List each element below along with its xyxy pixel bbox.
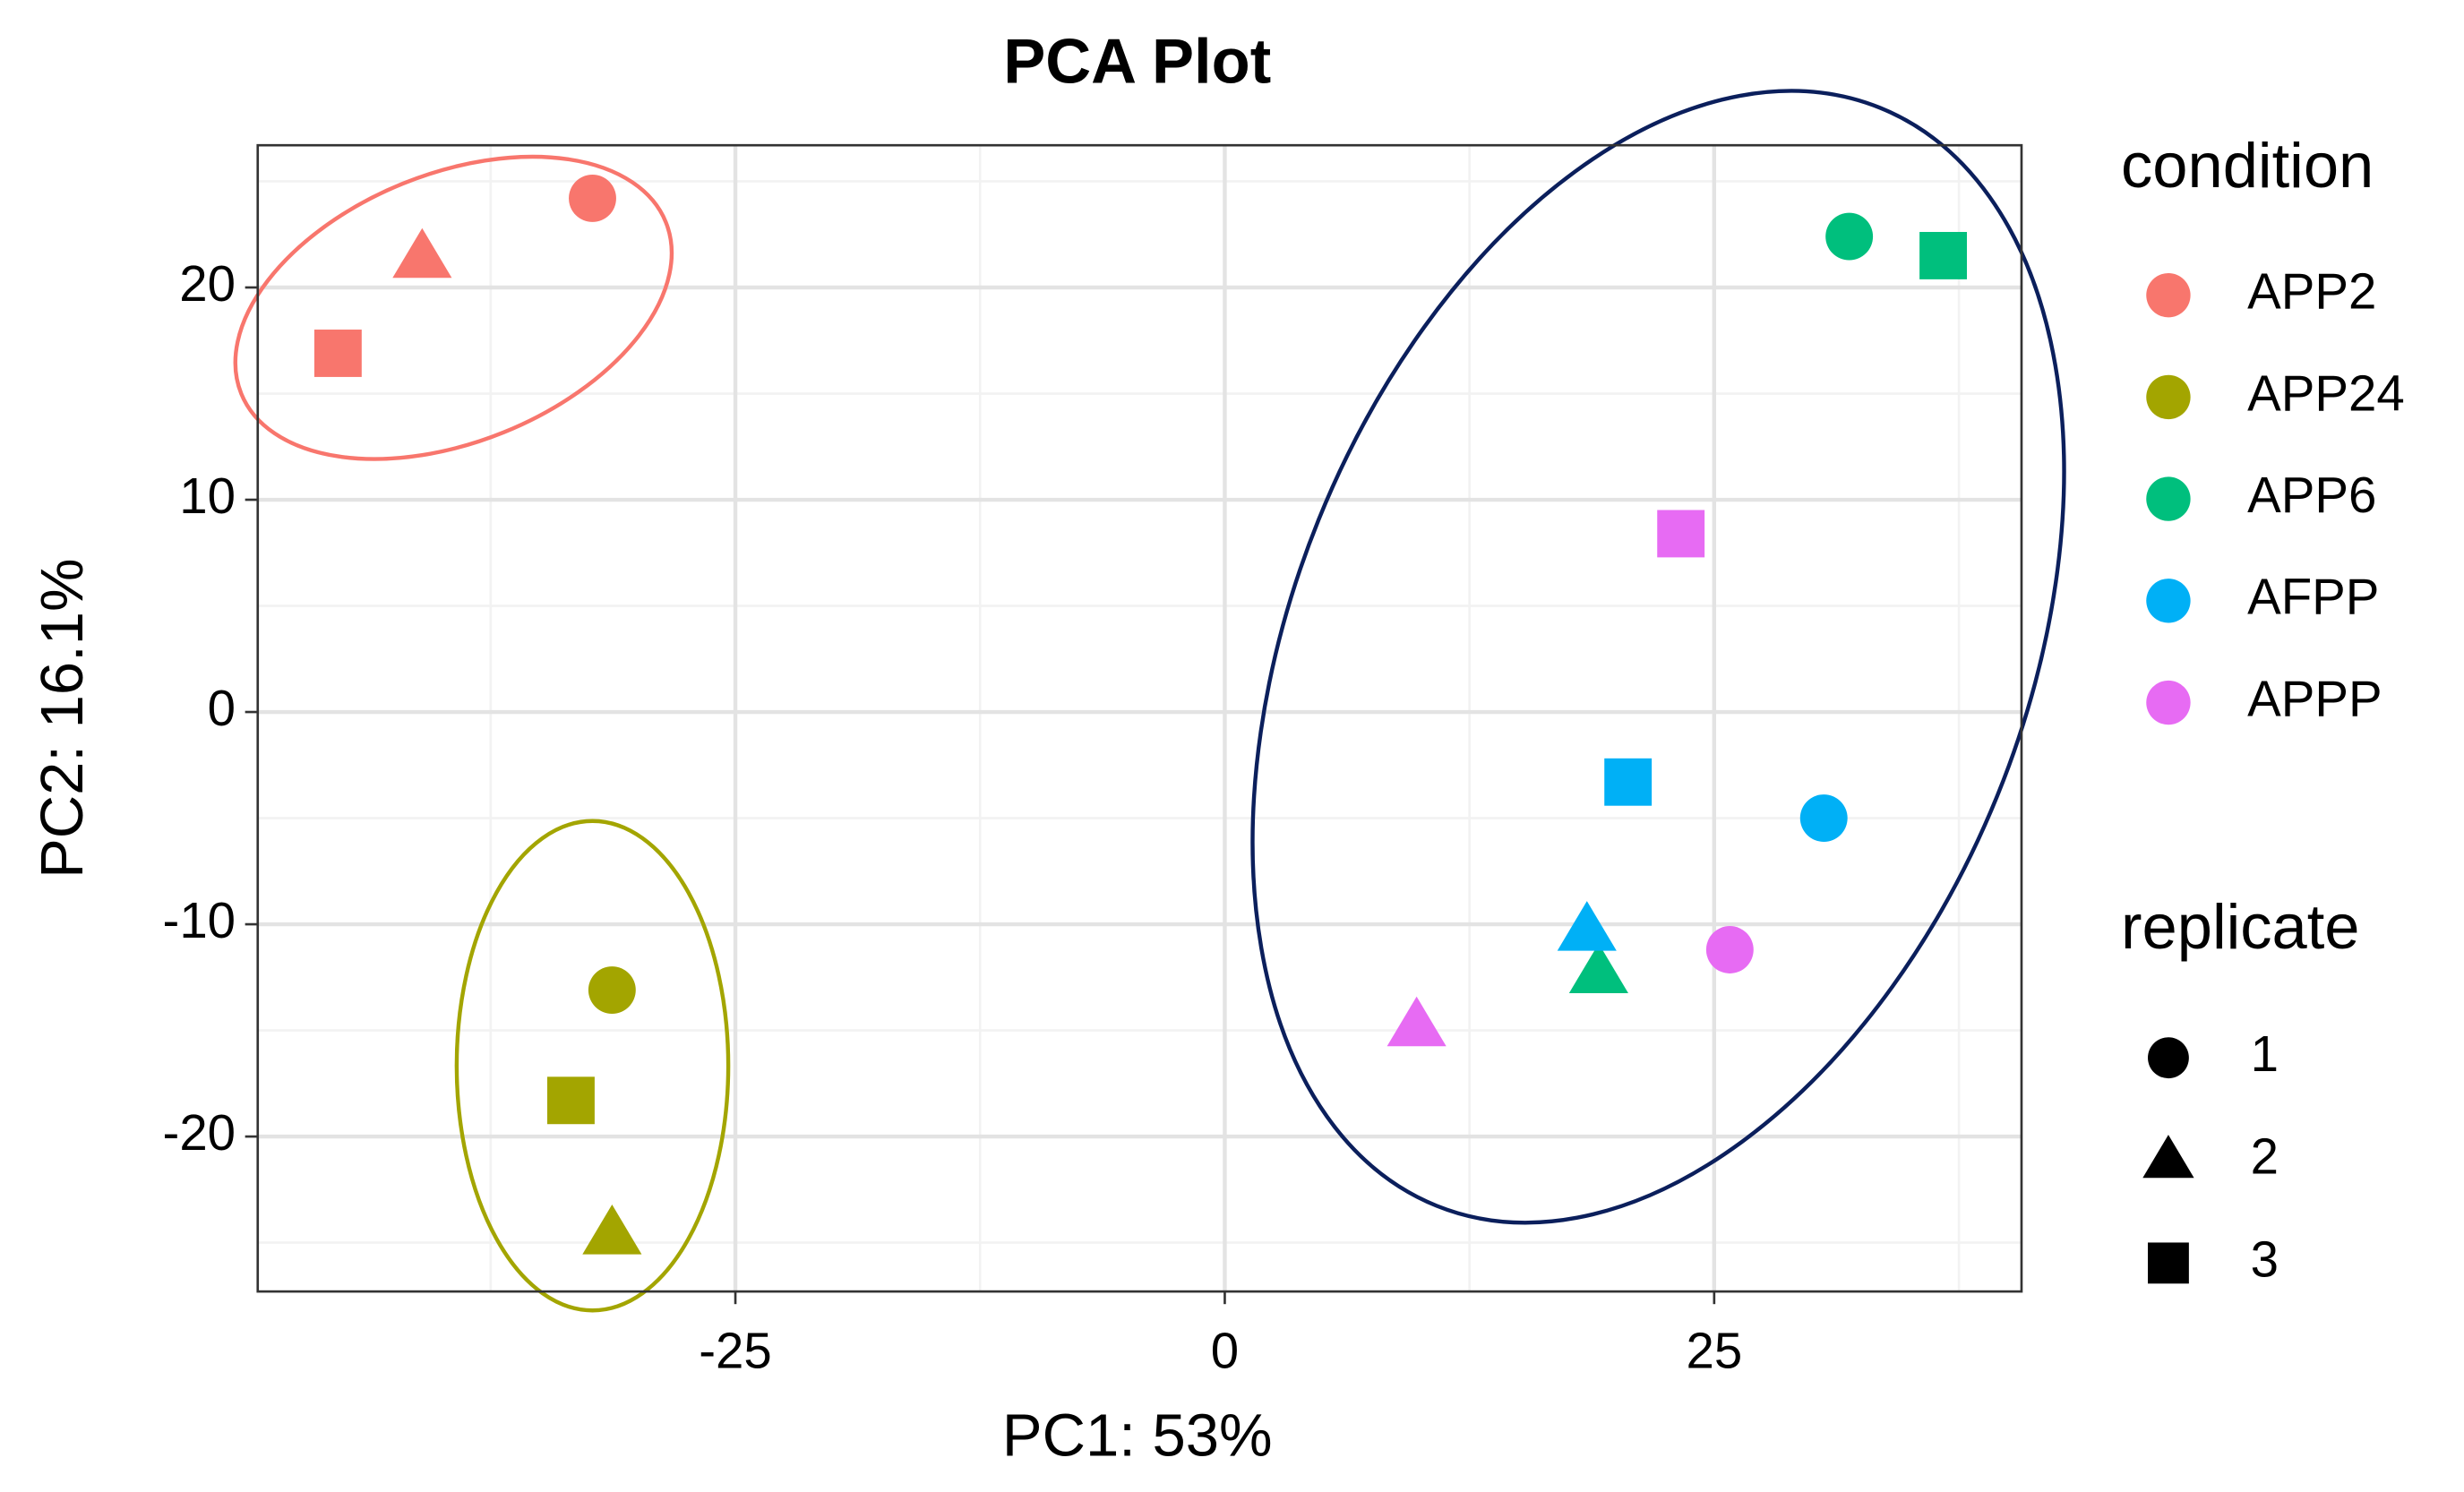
legend-label: APPP: [2247, 670, 2382, 726]
y-tick-label: -10: [163, 892, 236, 948]
point: [1557, 901, 1617, 951]
legend-swatch: [2146, 476, 2191, 521]
y-axis-label: PC2: 16.1%: [29, 558, 96, 878]
panel-background: [257, 145, 2022, 1292]
point: [1919, 231, 1968, 279]
point: [1568, 943, 1628, 994]
x-axis-label: PC1: 53%: [1002, 1402, 1273, 1470]
point: [1705, 926, 1754, 973]
point: [1825, 212, 1874, 261]
point: [569, 175, 616, 222]
legend-swatch: [2146, 272, 2191, 318]
legend-label: APP2: [2247, 263, 2376, 320]
x-tick-label: 25: [1686, 1323, 1742, 1379]
y-tick-label: 10: [179, 467, 236, 524]
ellipses: [233, 89, 2066, 1313]
legend-label: APP6: [2247, 467, 2376, 523]
legend-label: APP24: [2247, 364, 2405, 421]
legend-label: 3: [2251, 1230, 2279, 1287]
legend-title: condition: [2121, 130, 2374, 201]
legend-swatch: [2146, 579, 2191, 623]
point: [392, 227, 452, 279]
point: [1657, 510, 1705, 558]
point: [1604, 758, 1653, 806]
point: [547, 1076, 595, 1125]
legend-label: AFPP: [2247, 569, 2379, 625]
points: [313, 175, 1968, 1255]
legend-swatch: [2146, 680, 2191, 725]
legend-swatch: [2148, 1037, 2189, 1079]
legend-swatch: [2148, 1242, 2189, 1284]
legend-label: 1: [2251, 1025, 2279, 1082]
point: [313, 330, 362, 377]
point: [1387, 996, 1447, 1047]
chart-title: PCA Plot: [1003, 26, 1271, 97]
cluster-ellipse: [1250, 89, 2066, 1225]
legend: APP2 APP24 APP6 AFPP APPP 1 2 3: [2142, 263, 2405, 1287]
x-tick-label: -25: [699, 1323, 772, 1379]
legend-label: 2: [2251, 1128, 2279, 1185]
cluster-ellipse: [454, 819, 731, 1313]
cluster-ellipse: [233, 154, 674, 461]
y-tick-label: 0: [208, 680, 236, 736]
panel-border: [256, 143, 2023, 1293]
legend-swatch: [2146, 374, 2191, 420]
y-tick-label: 20: [179, 255, 236, 312]
legend-swatch: [2142, 1135, 2194, 1179]
point: [582, 1205, 642, 1255]
point: [1799, 794, 1848, 842]
y-tick-label: -20: [163, 1104, 236, 1161]
point: [588, 966, 636, 1014]
x-tick-label: 0: [1211, 1323, 1239, 1379]
shape-legend-title: replicate: [2121, 891, 2359, 962]
grid: [257, 145, 2022, 1292]
